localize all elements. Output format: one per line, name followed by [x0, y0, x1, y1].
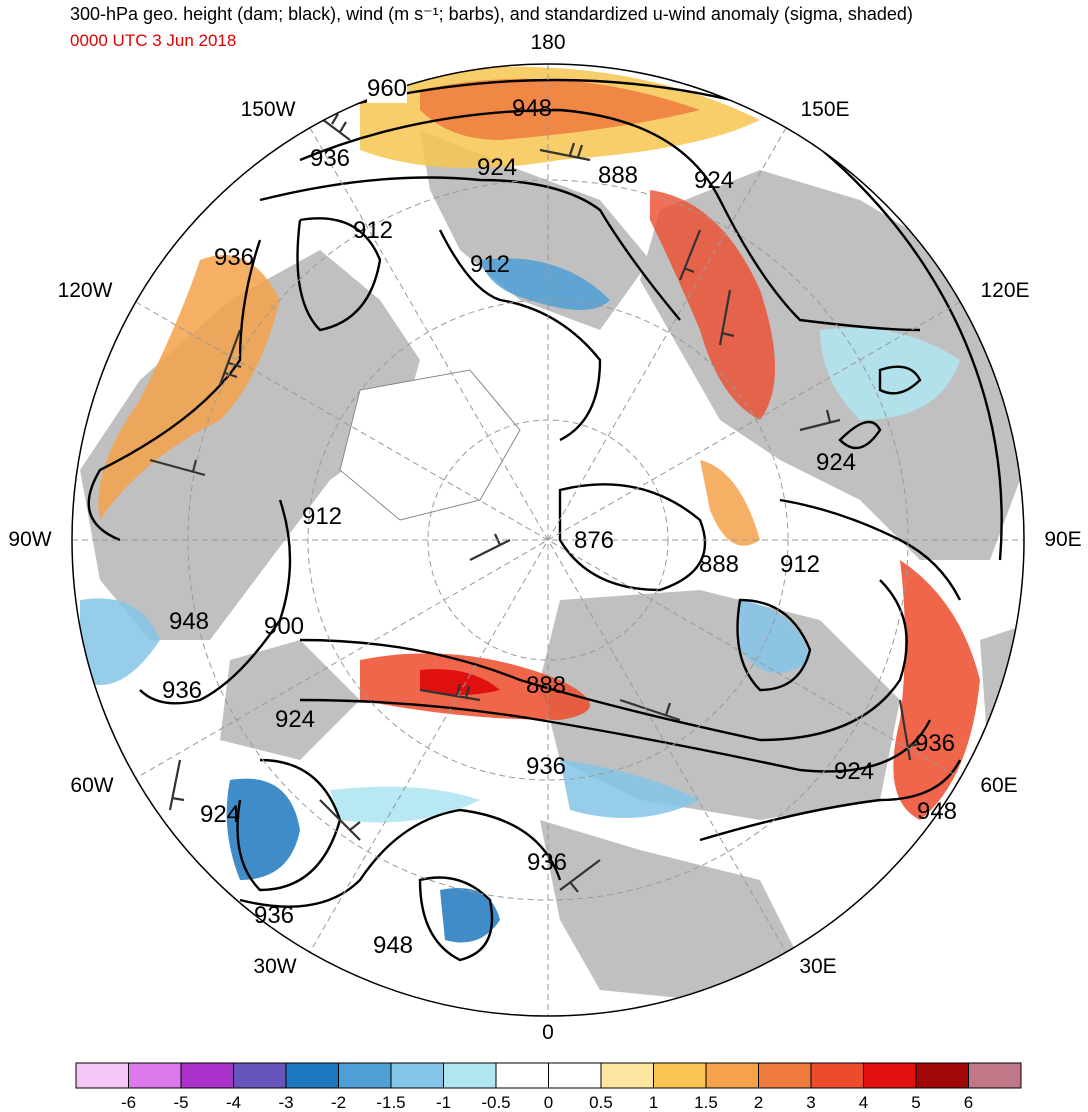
colorbar-swatch	[915, 1062, 969, 1089]
contour-label: 924	[833, 758, 875, 785]
contour-label: 948	[511, 95, 553, 122]
contour-label: 924	[199, 801, 241, 828]
contour-label: 912	[779, 551, 821, 578]
colorbar-tick-label: -5	[173, 1093, 188, 1112]
colorbar-tick-label: -1.5	[376, 1093, 405, 1112]
graticule	[72, 64, 1024, 1016]
contour-label: 924	[476, 154, 518, 181]
colorbar-swatch	[180, 1062, 234, 1089]
colorbar-tick-label: 4	[859, 1093, 868, 1112]
colorbar-tick-label: -2	[331, 1093, 346, 1112]
contour-label: 948	[168, 608, 210, 635]
contour-label: 936	[161, 677, 203, 704]
height-contours	[87, 78, 1003, 962]
colorbar-tick-label: 0.5	[589, 1093, 613, 1112]
lon-label-90w: 90W	[8, 528, 52, 551]
colorbar-swatch	[443, 1062, 497, 1089]
colorbar-swatch	[600, 1062, 654, 1089]
contour-label: 948	[916, 798, 958, 825]
colorbar-swatch	[338, 1062, 392, 1089]
colorbar-swatch	[390, 1062, 444, 1089]
contour-label: 912	[301, 503, 343, 530]
colorbar-swatch	[548, 1062, 602, 1089]
colorbar-tick-label: 1	[649, 1093, 658, 1112]
colorbar-tick-label: -3	[278, 1093, 293, 1112]
contour-label: 936	[213, 244, 255, 271]
lon-label-30e: 30E	[799, 955, 837, 978]
contour-label: 912	[469, 251, 511, 278]
colorbar-tick-label: -6	[121, 1093, 136, 1112]
chart-title: 300-hPa geo. height (dam; black), wind (…	[70, 4, 913, 24]
lon-label-150e: 150E	[800, 98, 850, 121]
contour-label: 960	[366, 75, 408, 103]
lon-label-60e: 60E	[980, 774, 1018, 797]
contour-label: 936	[253, 902, 295, 929]
valid-time: 0000 UTC 3 Jun 2018	[70, 31, 237, 50]
lon-label-30w: 30W	[253, 955, 297, 978]
contour-label: 936	[526, 849, 568, 876]
lon-label-0: 0	[542, 1021, 554, 1044]
contour-label: 924	[693, 167, 735, 194]
colorbar-tick-label: 6	[964, 1093, 973, 1112]
lon-label-180: 180	[530, 31, 566, 54]
contour-label: 876	[573, 527, 615, 554]
colorbar-swatch	[128, 1062, 182, 1089]
contour-label: 924	[815, 449, 857, 476]
colorbar-swatch	[863, 1062, 917, 1089]
colorbar-swatch	[810, 1062, 864, 1089]
contour-label: 888	[525, 672, 567, 699]
lon-label-90e: 90E	[1044, 528, 1082, 551]
u-wind-anomaly-shading	[80, 66, 980, 943]
map-boundary	[71, 63, 1025, 1017]
contour-label: 936	[914, 730, 956, 757]
contour-label: 888	[698, 551, 740, 578]
contour-label: 924	[274, 706, 316, 733]
colorbar-tick-label: 3	[806, 1093, 815, 1112]
lon-label-60w: 60W	[70, 774, 114, 797]
contour-label: 936	[309, 145, 351, 172]
colorbar-tick-label: -4	[226, 1093, 241, 1112]
colorbar-swatch	[653, 1062, 707, 1089]
colorbar-swatch	[285, 1062, 339, 1089]
contour-label: 948	[372, 932, 414, 959]
colorbar-tick-label: 5	[911, 1093, 920, 1112]
colorbar-swatch	[705, 1062, 759, 1089]
colorbar-swatch	[968, 1062, 1022, 1089]
colorbar-tick-label: -1	[436, 1093, 451, 1112]
colorbar-tick-label: 2	[754, 1093, 763, 1112]
contour-label: 936	[525, 753, 567, 780]
contour-label: 888	[597, 162, 639, 189]
colorbar-tick-label: -0.5	[481, 1093, 510, 1112]
colorbar-tick-label: 0	[544, 1093, 553, 1112]
colorbar-swatch	[758, 1062, 812, 1089]
lon-label-120e: 120E	[980, 279, 1030, 302]
colorbar-tick-label: 1.5	[694, 1093, 718, 1112]
lon-label-120w: 120W	[57, 279, 113, 302]
contour-label: 900	[263, 613, 305, 640]
colorbar-swatch	[75, 1062, 129, 1089]
colorbar-swatch	[233, 1062, 287, 1089]
lon-label-150w: 150W	[240, 98, 296, 121]
contour-label: 912	[352, 217, 394, 244]
wind-barbs	[149, 109, 921, 893]
colorbar-swatch	[495, 1062, 549, 1089]
